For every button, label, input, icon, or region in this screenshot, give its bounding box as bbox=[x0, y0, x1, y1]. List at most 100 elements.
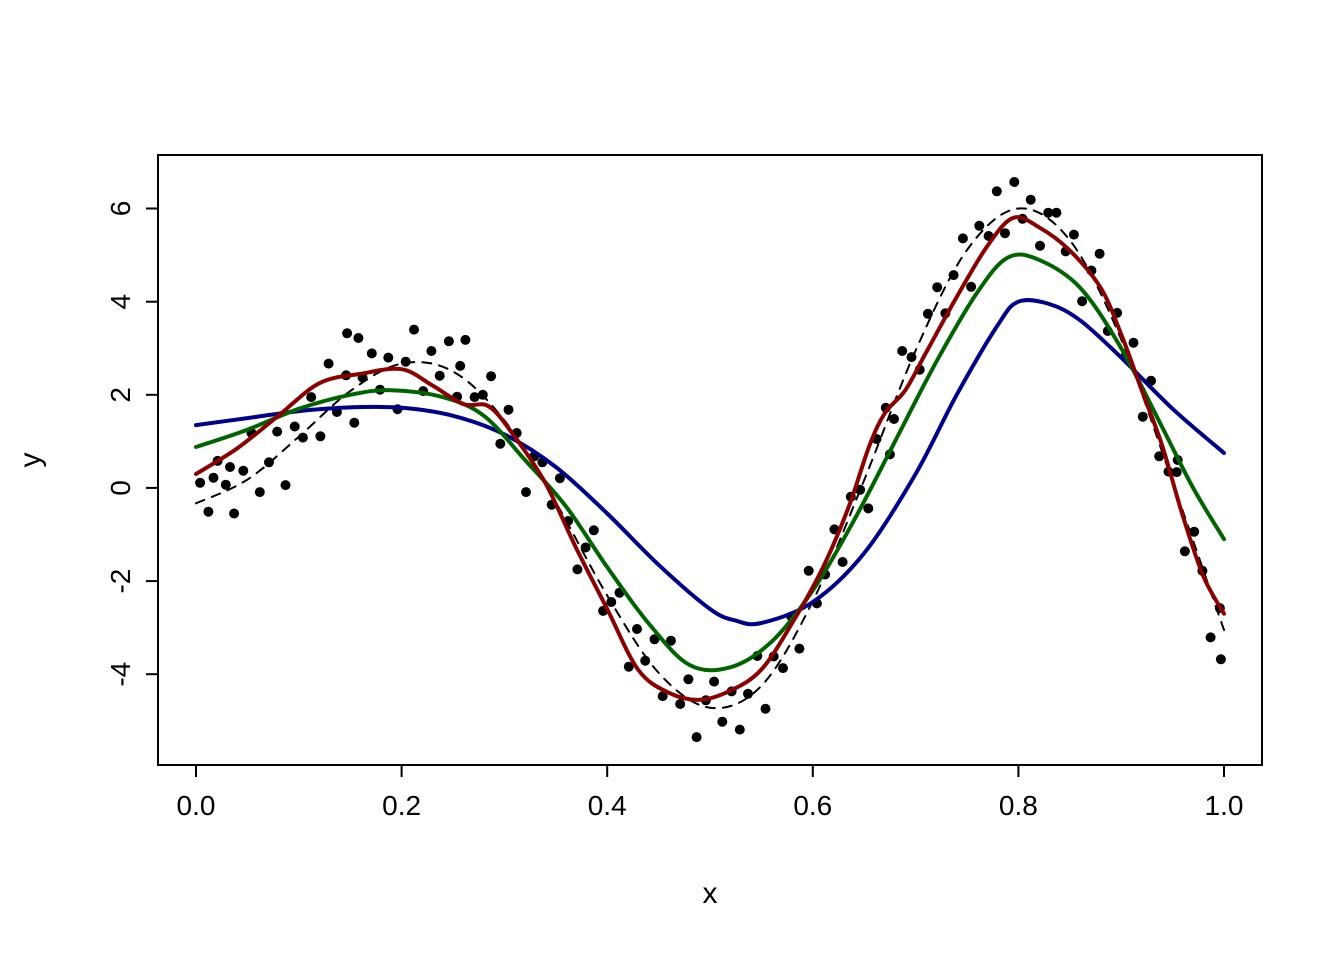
data-point bbox=[383, 352, 394, 363]
data-point bbox=[521, 487, 531, 498]
data-point bbox=[1171, 467, 1182, 478]
data-point bbox=[1043, 207, 1054, 218]
smooth-fit-mid-df-curve bbox=[194, 252, 1226, 673]
data-point bbox=[1051, 207, 1062, 218]
data-point bbox=[315, 431, 326, 442]
data-point bbox=[966, 281, 977, 292]
data-point bbox=[588, 525, 599, 536]
x-tick-label: 0.6 bbox=[793, 790, 832, 821]
data-point bbox=[272, 426, 283, 437]
data-point bbox=[580, 542, 591, 553]
data-point bbox=[434, 370, 445, 381]
series-smooth-fit-low-df bbox=[194, 298, 1226, 627]
data-point bbox=[1128, 337, 1139, 348]
data-point bbox=[366, 348, 377, 359]
data-point bbox=[1025, 194, 1036, 205]
data-point bbox=[889, 414, 899, 424]
data-point bbox=[323, 358, 334, 369]
data-point bbox=[195, 477, 206, 488]
data-point bbox=[1215, 654, 1226, 665]
series-smooth-fit-mid-df bbox=[194, 252, 1226, 673]
data-point bbox=[717, 716, 728, 727]
data-point bbox=[495, 438, 506, 449]
data-point bbox=[306, 392, 317, 403]
x-tick-label: 0.2 bbox=[382, 790, 421, 821]
y-tick-label: -2 bbox=[105, 569, 136, 594]
axes: 0.0 0.2 0.4 0.6 0.8 1.0 -4 -2 0 2 4 6 x y bbox=[14, 154, 1263, 910]
data-point bbox=[469, 392, 480, 403]
data-point bbox=[778, 663, 788, 674]
data-point bbox=[208, 472, 219, 483]
data-point bbox=[229, 508, 240, 519]
data-point bbox=[503, 404, 514, 415]
data-point bbox=[349, 417, 360, 428]
data-point bbox=[922, 308, 933, 319]
data-point bbox=[409, 324, 419, 335]
data-point bbox=[743, 688, 753, 699]
data-point bbox=[991, 186, 1002, 197]
data-point bbox=[665, 635, 676, 646]
data-point bbox=[443, 336, 454, 347]
data-point bbox=[1009, 177, 1020, 187]
data-point bbox=[1068, 229, 1079, 240]
data-point bbox=[572, 564, 583, 575]
data-point bbox=[1077, 296, 1088, 307]
data-point bbox=[709, 676, 720, 687]
data-point bbox=[863, 503, 874, 514]
data-point bbox=[460, 334, 471, 345]
data-point bbox=[657, 691, 668, 702]
data-point bbox=[974, 220, 985, 231]
series-true-function bbox=[195, 207, 1225, 710]
data-point bbox=[342, 328, 353, 339]
true-function-curve bbox=[195, 207, 1225, 710]
data-point bbox=[220, 479, 231, 490]
y-tick-label: 0 bbox=[105, 480, 136, 496]
series-smooth-fit-high-df bbox=[194, 215, 1226, 702]
data-point bbox=[554, 473, 565, 484]
data-point bbox=[1179, 546, 1190, 557]
x-tick-label: 0.8 bbox=[999, 790, 1038, 821]
data-point bbox=[486, 371, 497, 382]
x-tick-label: 0.4 bbox=[588, 790, 627, 821]
data-point bbox=[734, 724, 745, 735]
data-point bbox=[623, 661, 634, 672]
y-tick-label: 4 bbox=[105, 294, 136, 310]
data-point bbox=[794, 643, 805, 654]
data-point bbox=[1154, 451, 1165, 462]
data-point bbox=[1137, 411, 1148, 422]
data-point bbox=[675, 699, 686, 709]
data-point bbox=[683, 674, 694, 685]
data-point bbox=[455, 360, 466, 371]
data-point bbox=[649, 634, 660, 645]
data-point bbox=[225, 462, 235, 472]
data-point bbox=[837, 557, 848, 567]
x-tick-label: 1.0 bbox=[1205, 790, 1244, 821]
data-point bbox=[289, 421, 300, 432]
data-point bbox=[238, 465, 249, 476]
smooth-fit-low-df-curve bbox=[194, 298, 1226, 627]
data-point bbox=[691, 732, 702, 743]
series-observations bbox=[195, 177, 1226, 743]
data-point bbox=[957, 233, 968, 244]
data-point bbox=[897, 346, 908, 356]
data-point bbox=[1035, 240, 1045, 251]
data-point bbox=[1000, 228, 1010, 239]
data-point bbox=[203, 506, 214, 517]
y-tick-label: -4 bbox=[105, 662, 136, 687]
data-point bbox=[353, 333, 364, 343]
data-point bbox=[932, 282, 943, 293]
data-point bbox=[803, 565, 814, 576]
y-axis-title: y bbox=[14, 453, 47, 468]
data-point bbox=[426, 346, 437, 356]
y-tick-label: 2 bbox=[105, 387, 136, 403]
data-point bbox=[632, 624, 642, 634]
data-point bbox=[1205, 632, 1216, 643]
data-point bbox=[760, 703, 771, 714]
data-point bbox=[280, 480, 291, 491]
y-tick-label: 6 bbox=[105, 201, 136, 217]
x-tick-label: 0.0 bbox=[177, 790, 216, 821]
smooth-fit-high-df-curve bbox=[194, 215, 1226, 702]
data-point bbox=[400, 356, 411, 367]
